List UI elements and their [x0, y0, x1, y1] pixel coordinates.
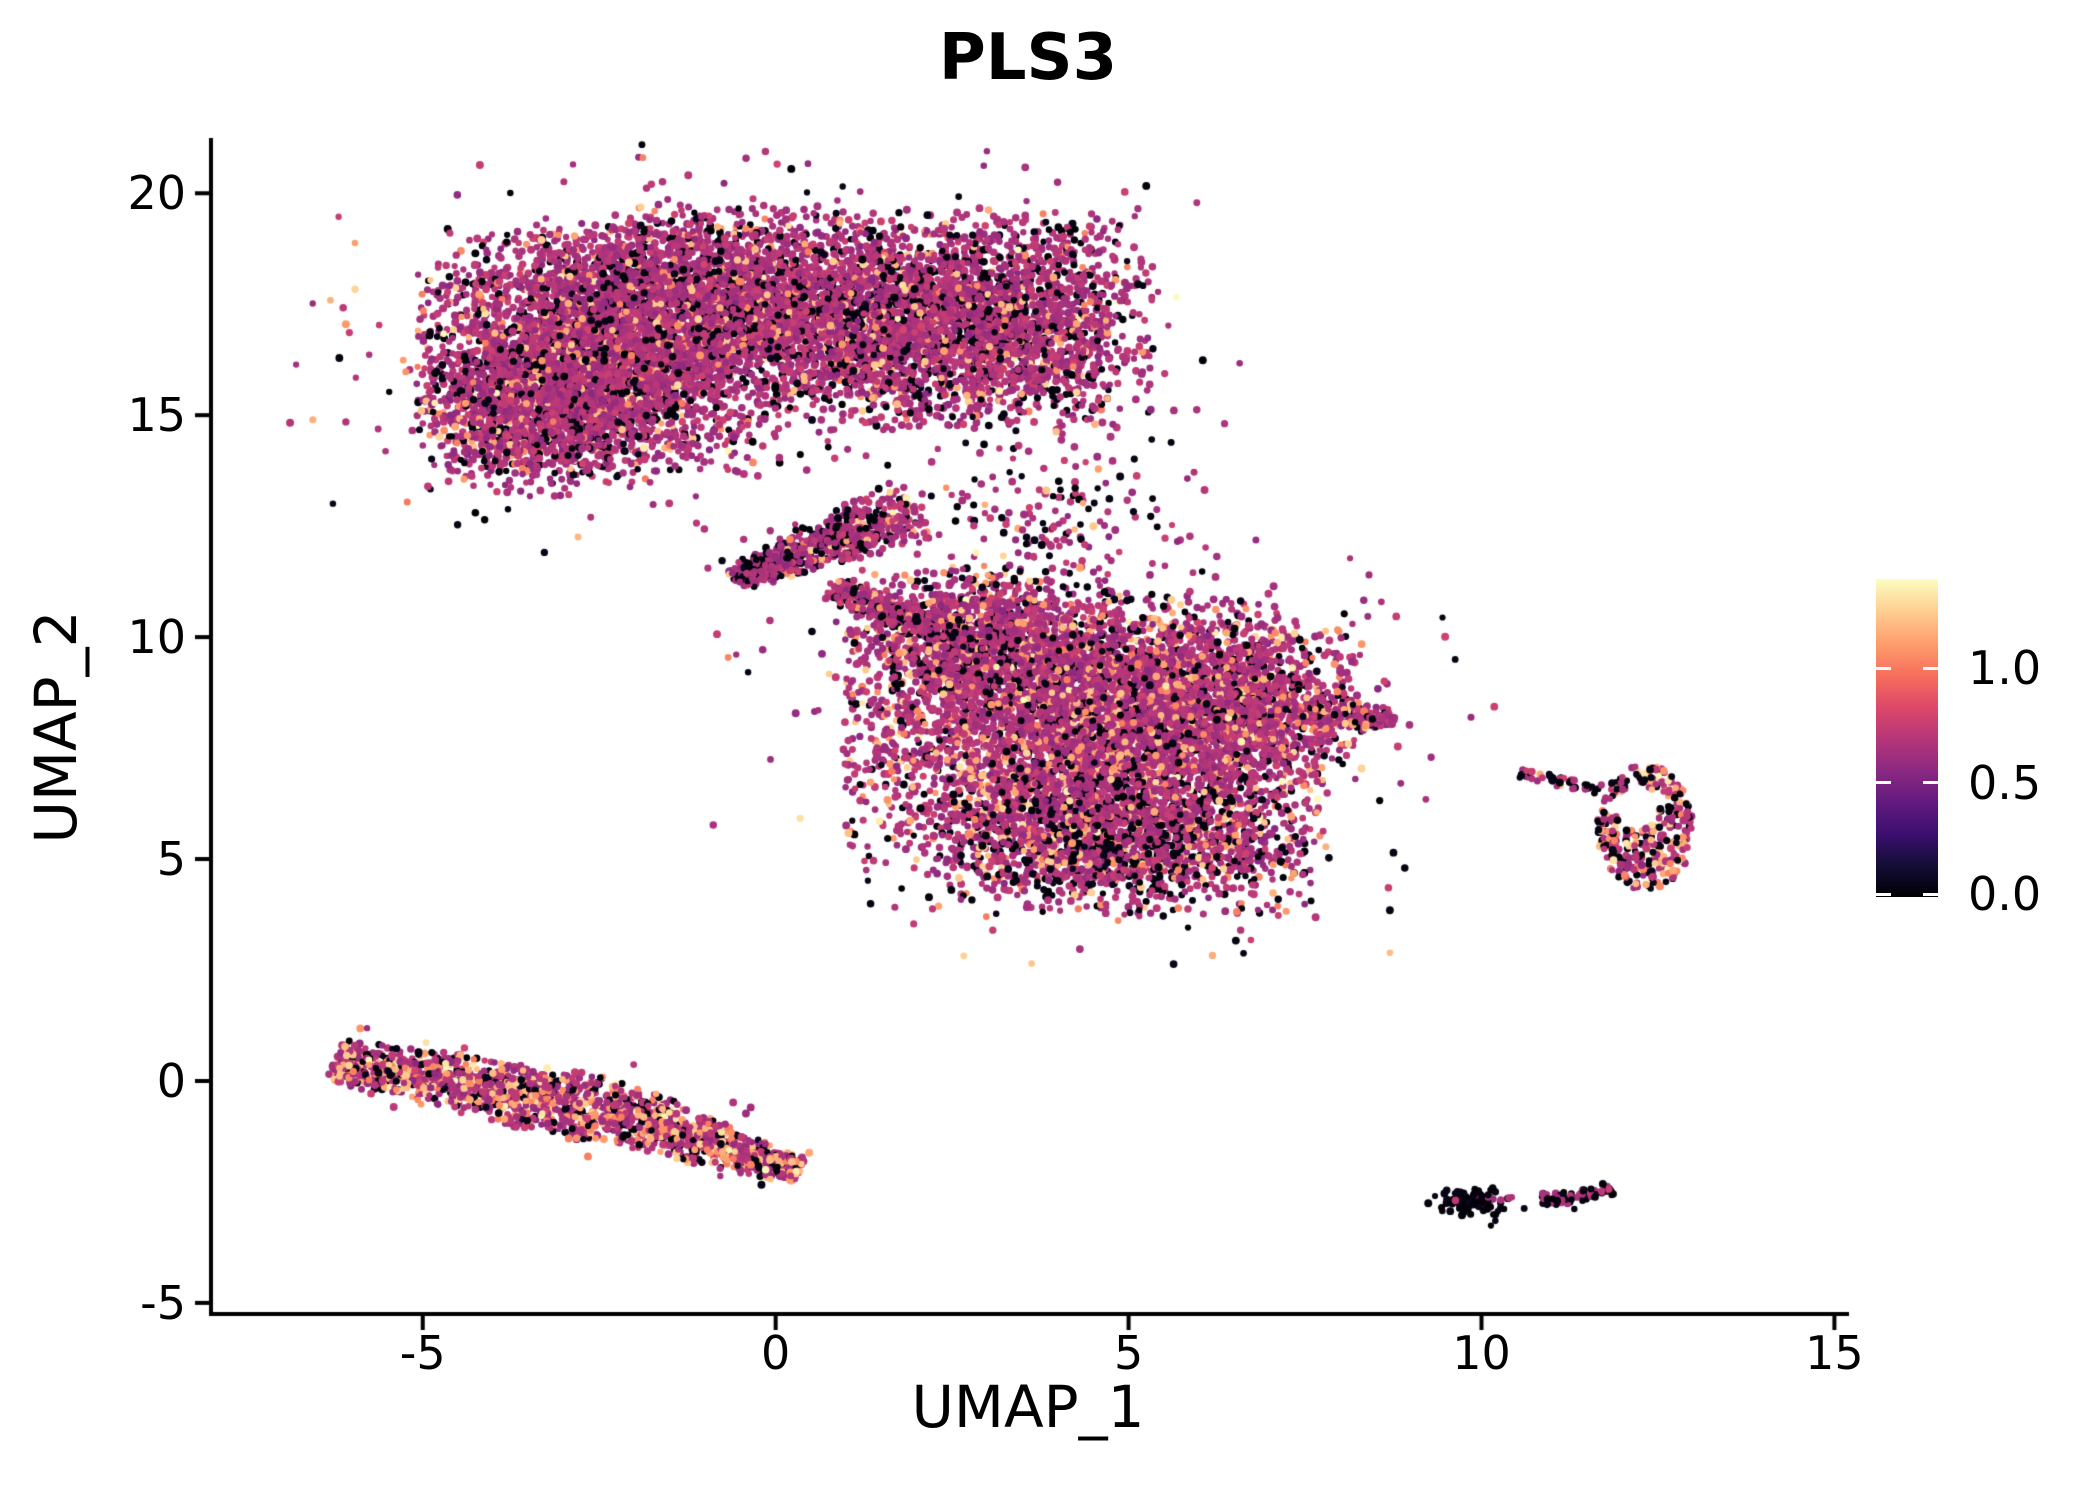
colorbar-tick-label: 1.0 [1968, 641, 2042, 696]
colorbar-tick-label: 0.5 [1968, 755, 2042, 810]
x-axis-title: UMAP_1 [911, 1373, 1145, 1441]
plot-title: PLS3 [938, 21, 1118, 95]
y-tick-label: -5 [140, 1275, 186, 1330]
colorbar-tick-mark [1923, 781, 1938, 785]
y-tick-label: 20 [127, 166, 186, 221]
colorbar-tick-mark [1876, 666, 1891, 670]
x-tick-label: 0 [761, 1326, 791, 1380]
colorbar-tick-mark [1923, 892, 1938, 896]
colorbar-gradient [1876, 579, 1938, 897]
colorbar-tick-label: 0.0 [1968, 867, 2042, 921]
colorbar-tick-mark [1876, 892, 1891, 896]
colorbar-tick-mark [1876, 781, 1891, 785]
y-tick-label: 0 [156, 1053, 186, 1108]
y-tick-label: 5 [156, 832, 186, 887]
x-tick-label: 5 [1113, 1326, 1144, 1380]
y-tick-label: 10 [127, 610, 186, 665]
x-tick-label: 15 [1805, 1326, 1864, 1380]
colorbar-tick-mark [1923, 666, 1938, 670]
x-tick-label: 10 [1452, 1326, 1511, 1380]
x-tick-label: -5 [399, 1326, 446, 1380]
y-tick-label: 15 [127, 388, 186, 443]
